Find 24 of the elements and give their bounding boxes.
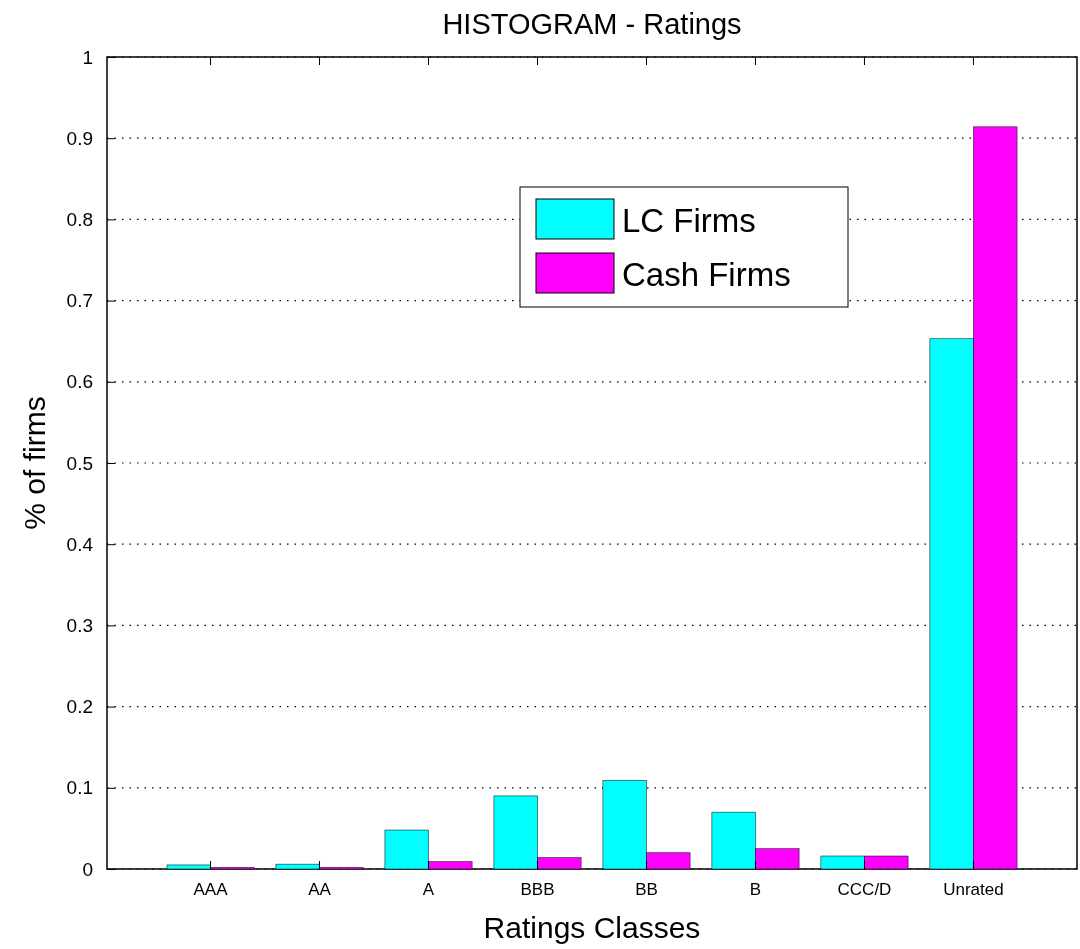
x-tick-label: A (422, 880, 435, 900)
legend-label: LC Firms (622, 202, 756, 239)
x-tick-label: AA (308, 880, 332, 900)
y-tick-label: 0.2 (66, 696, 93, 718)
y-tick-label: 0.5 (66, 452, 93, 474)
y-tick-label: 0 (82, 858, 93, 880)
chart-title: HISTOGRAM - Ratings (442, 8, 742, 40)
y-tick-label: 0.3 (66, 614, 93, 636)
y-tick-label: 0.6 (66, 371, 93, 393)
x-tick-label: BBB (520, 880, 555, 900)
x-tick-label: B (749, 880, 762, 900)
y-tick-label: 0.1 (66, 777, 93, 799)
y-tick-label: 1 (82, 46, 93, 68)
y-tick-label: 0.9 (66, 127, 93, 149)
legend-label: Cash Firms (622, 256, 791, 293)
x-axis-title: Ratings Classes (483, 911, 701, 944)
x-tick-label: BB (635, 880, 658, 900)
x-tick-label: Unrated (943, 880, 1004, 900)
y-tick-label: 0.7 (66, 290, 93, 312)
x-tick-label: CCC/D (837, 880, 892, 900)
y-axis-title: % of firms (18, 396, 51, 530)
x-tick-label: AAA (193, 880, 229, 900)
y-tick-label: 0.4 (66, 533, 94, 555)
y-tick-label: 0.8 (66, 208, 93, 230)
